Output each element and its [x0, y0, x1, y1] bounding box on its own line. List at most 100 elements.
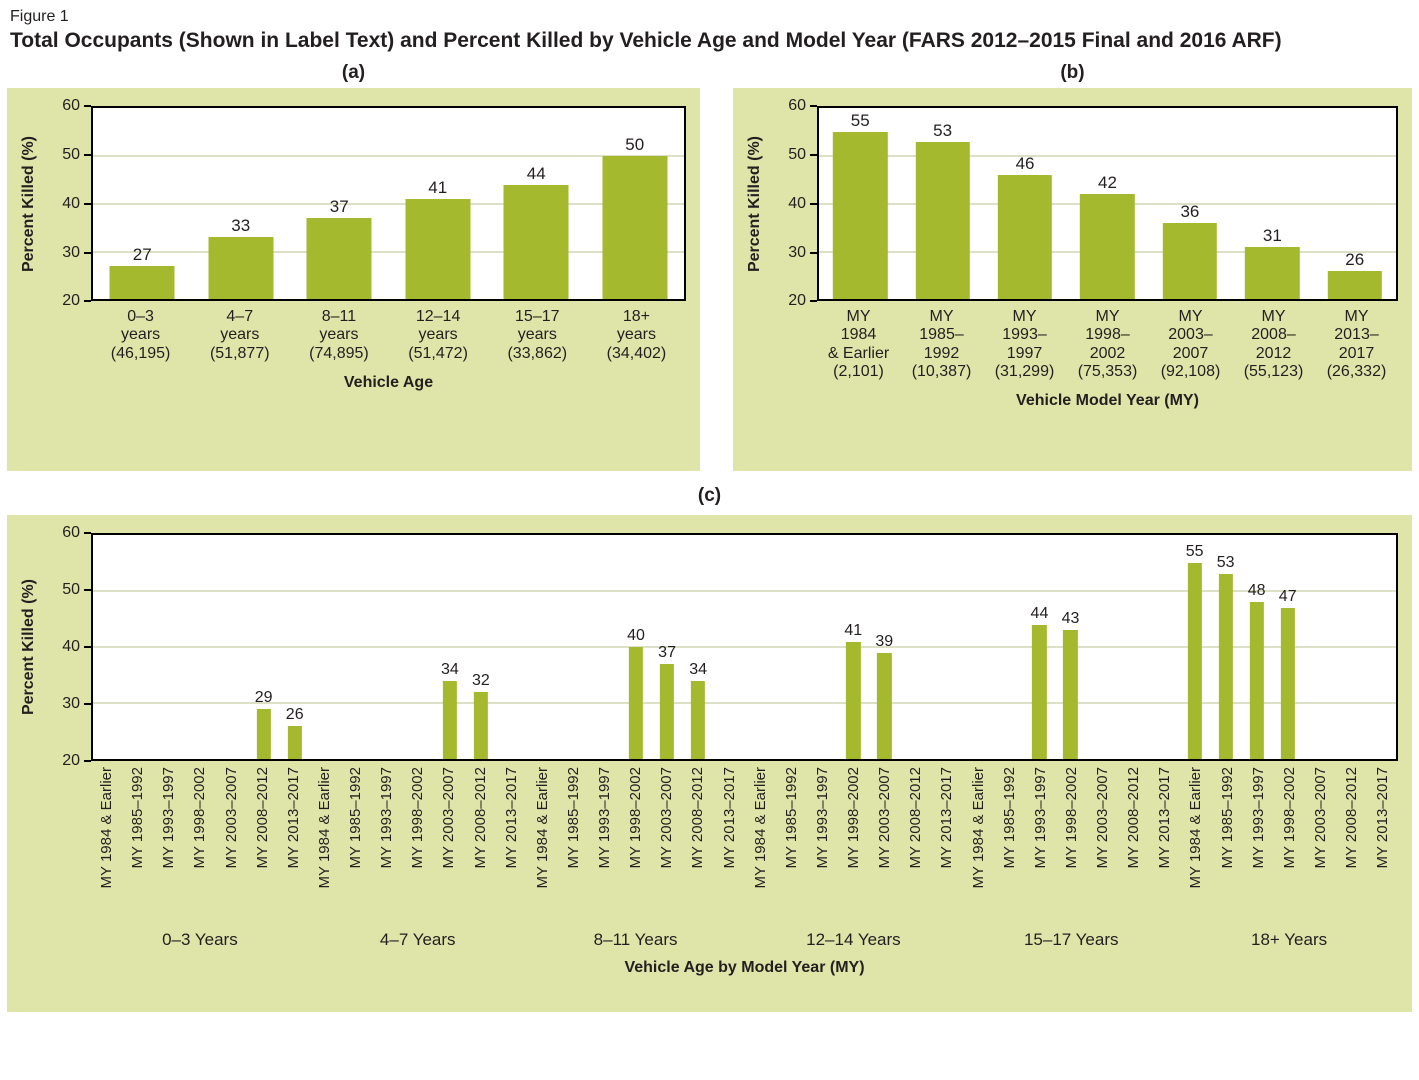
bar-value-label: 55	[1185, 543, 1204, 561]
model-year-tick-label: MY 1993–1997	[1031, 767, 1049, 869]
model-year-tick-label: MY 1985–1992	[782, 767, 800, 869]
bar-slot: 37	[290, 108, 389, 300]
bar	[1327, 270, 1382, 300]
model-year-tick: MY 2013–2017	[931, 767, 962, 925]
bar-slot: 47	[1272, 535, 1303, 760]
bar	[1280, 608, 1295, 760]
bar	[846, 641, 861, 760]
y-axis-ticks: 20 30 40 50 60	[43, 98, 91, 309]
bar-slot: 40	[621, 535, 652, 760]
bar-slot: 39	[869, 535, 900, 760]
gridline	[93, 646, 1396, 649]
bar-slot: 41	[838, 535, 869, 760]
bar-value-label: 26	[1345, 249, 1365, 269]
bar-slot: 34	[683, 535, 714, 760]
model-year-tick: MY 2003–2007	[433, 767, 464, 925]
bar-slot: 44	[1024, 535, 1055, 760]
y-axis-title-text: Percent Killed (%)	[746, 135, 763, 272]
bar-value-label: 53	[933, 120, 953, 140]
gridline	[819, 155, 1396, 157]
bar-value-label: 29	[254, 688, 273, 706]
model-year-tick: MY 2013–2017	[1149, 767, 1180, 925]
bar-value-label: 47	[1278, 588, 1297, 606]
bar-slot: 41	[389, 108, 488, 300]
model-year-tick: MY 1993–1997	[1243, 767, 1274, 925]
y-tick-label: 40	[62, 194, 80, 212]
bar-value-label: 33	[231, 216, 251, 236]
bar-slot: 29	[248, 535, 279, 760]
model-year-tick: MY 1985–1992	[994, 767, 1025, 925]
model-year-tick: MY 1998–2002	[402, 767, 433, 925]
model-year-tick: MY 2008–2012	[682, 767, 713, 925]
bar	[997, 175, 1053, 300]
chart-grid: Percent Killed (%) 20 30 40 50 60 27 33 37 41 44 50…	[15, 98, 686, 392]
bar	[109, 265, 175, 300]
model-year-tick-label: MY 2013–2017	[502, 767, 520, 869]
y-axis-title: Percent Killed (%)	[15, 106, 43, 301]
bar-slot: 42	[1066, 108, 1148, 300]
bar-slot: 44	[487, 108, 586, 300]
model-year-tick-label: MY 2008–2012	[471, 767, 489, 869]
bar	[503, 184, 569, 300]
model-year-tick: MY 2013–2017	[714, 767, 745, 925]
plot-area: 55 53 46 42 36 31 26	[817, 106, 1398, 302]
y-axis-title: Percent Killed (%)	[15, 533, 43, 761]
model-year-tick: MY 2013–2017	[496, 767, 527, 925]
model-year-tick: MY 1984 & Earlier	[91, 767, 122, 925]
bar	[877, 652, 892, 760]
bar-value-label: 44	[1030, 604, 1049, 622]
model-year-tick: MY 2003–2007	[1087, 767, 1118, 925]
y-tick-label: 50	[62, 146, 80, 163]
y-tick-mark	[84, 105, 91, 108]
model-year-tick: MY 1984 & Earlier	[963, 767, 994, 925]
y-tick-mark	[84, 589, 91, 592]
y-tick-label: 60	[62, 97, 80, 115]
model-year-tick-label: MY 1984 & Earlier	[751, 767, 769, 889]
model-year-tick: MY 2008–2012	[900, 767, 931, 925]
age-group-label: 12–14 Years	[806, 930, 901, 950]
bar	[659, 664, 675, 760]
age-group-label: 18+ Years	[1251, 930, 1328, 950]
bar-value-label: 41	[428, 177, 448, 197]
model-year-tick: MY 1985–1992	[558, 767, 589, 925]
bar-slot: 31	[1231, 108, 1313, 300]
bar-value-label: 34	[689, 660, 707, 678]
y-tick-label: 30	[788, 243, 806, 261]
model-year-tick-label: MY 1984 & Earlier	[1187, 767, 1205, 889]
bar-slot: 48	[1241, 535, 1272, 760]
model-year-tick: MY 2008–2012	[465, 767, 496, 925]
bar-value-label: 41	[844, 621, 863, 639]
bar-value-label: 40	[627, 627, 645, 645]
model-year-tick: MY 2013–2017	[278, 767, 309, 925]
figure-label: Figure 1	[10, 8, 69, 25]
model-year-tick-label: MY 1985–1992	[1218, 767, 1236, 869]
model-year-tick: MY 1984 & Earlier	[1180, 767, 1211, 925]
y-tick-label: 20	[62, 752, 80, 770]
model-year-tick: MY 2003–2007	[651, 767, 682, 925]
x-tick-label: MY 2013– 2017 (26,332)	[1326, 308, 1387, 380]
y-axis-ticks: 20 30 40 50 60	[43, 525, 91, 769]
model-year-tick-label: MY 1984 & Earlier	[533, 767, 551, 889]
y-tick-mark	[84, 154, 91, 156]
model-year-tick-label: MY 2013–2017	[284, 767, 302, 869]
model-year-tick-label: MY 2013–2017	[720, 767, 738, 869]
model-year-tick: MY 1984 & Earlier	[309, 767, 340, 925]
y-tick-label: 20	[788, 292, 806, 310]
model-year-tick-label: MY 2013–2017	[1156, 767, 1174, 869]
y-tick-mark	[810, 251, 817, 254]
y-tick-label: 40	[788, 194, 806, 212]
bar-value-label: 46	[1015, 154, 1035, 174]
x-tick-label: 12–14 years (51,472)	[408, 308, 468, 362]
age-group-label: 15–17 Years	[1023, 930, 1119, 950]
model-year-tick: MY 1984 & Earlier	[527, 767, 558, 925]
bar-value-label: 42	[1098, 173, 1117, 193]
x-axis-labels: MY 1984 & Earlier (2,101) MY 1985– 1992 (…	[817, 308, 1398, 381]
model-year-tick: MY 1985–1992	[122, 767, 153, 925]
age-group-labels-row: 0–3 Years 4–7 Years 8–11 Years 12–14 Years 1…	[91, 930, 1398, 950]
y-axis-title-text: Percent Killed (%)	[20, 135, 37, 272]
model-year-tick: MY 2008–2012	[1118, 767, 1149, 925]
bar	[1080, 194, 1135, 300]
bar	[1218, 574, 1233, 760]
model-year-tick-label: MY 2003–2007	[222, 767, 240, 869]
y-tick-mark	[84, 532, 91, 535]
